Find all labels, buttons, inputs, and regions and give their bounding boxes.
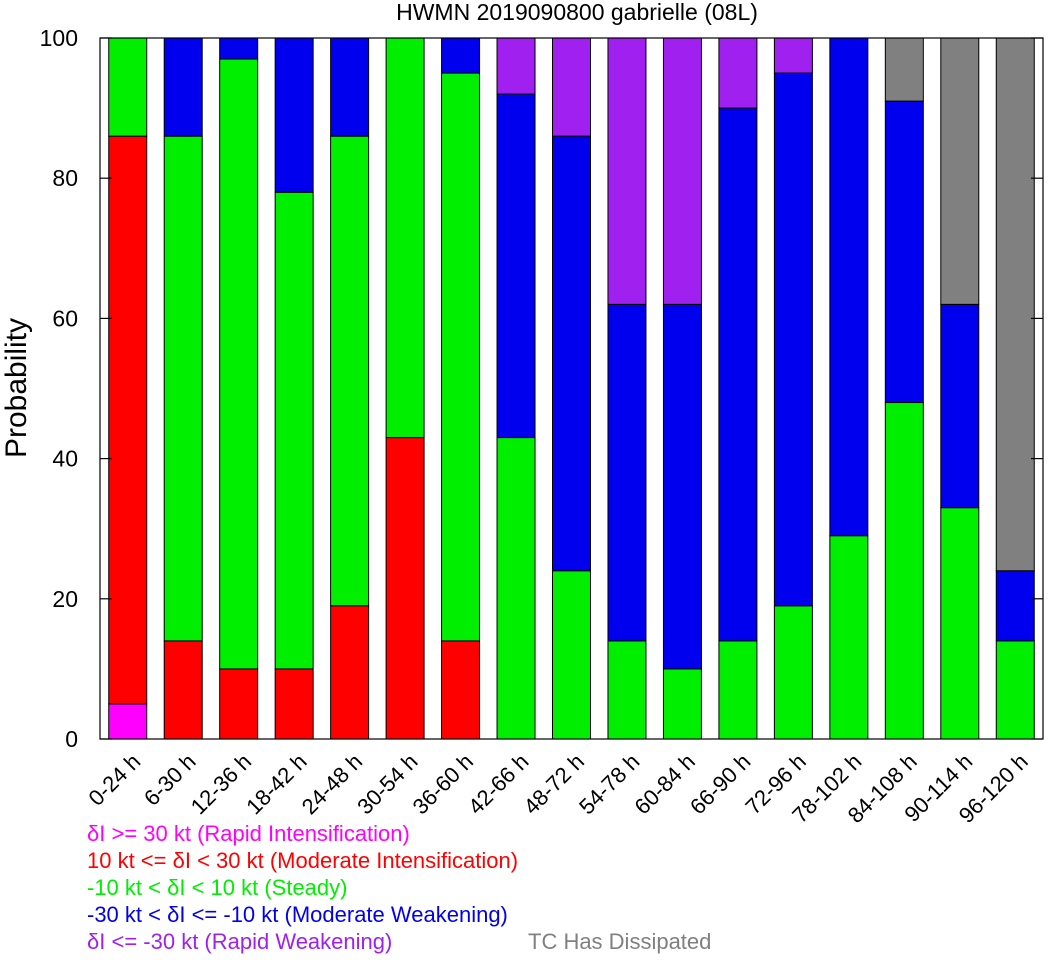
- bar-segment-steady-9: [607, 640, 647, 740]
- bar-segment-steady-0: [108, 37, 148, 137]
- bar-segment-steady-5: [385, 37, 425, 439]
- bar-segment-rapid-weakening-10: [662, 37, 702, 305]
- bar-segment-rapid-weakening-9: [607, 37, 647, 305]
- bar-segment-moderate-weakening-6: [441, 37, 481, 74]
- bar-segment-moderate-weakening-7: [496, 93, 536, 439]
- x-tick-label-6: 36-60 h: [408, 749, 478, 819]
- bar-segment-steady-14: [884, 402, 924, 740]
- bar-segment-dissipated-15: [940, 37, 980, 305]
- bar-segment-rapid-weakening-8: [552, 37, 591, 137]
- bar-segment-steady-12: [773, 605, 813, 740]
- y-tick-label-40: 40: [52, 446, 78, 472]
- bar-segment-moderate-weakening-15: [940, 303, 980, 509]
- y-axis-label: Probability: [0, 318, 33, 458]
- plot-frame: [99, 37, 1044, 740]
- x-tick-labels: 0-24 h6-30 h12-36 h18-42 h24-48 h30-54 h…: [83, 749, 1032, 828]
- bar-segment-moderate-weakening-10: [662, 303, 702, 670]
- bar-segment-moderate-intensification-5: [385, 437, 425, 740]
- axes-layer: 0 20 40 60 80 100: [40, 25, 1044, 752]
- legend-item-steady: -10 kt < δI < 10 kt (Steady): [87, 875, 348, 900]
- bar-segment-steady-1: [163, 135, 203, 642]
- x-tick-label-8: 48-72 h: [519, 749, 589, 819]
- bar-segment-steady-15: [940, 507, 980, 740]
- y-tick-label-20: 20: [52, 586, 78, 612]
- bar-segment-moderate-weakening-12: [773, 72, 813, 607]
- x-tick-label-2: 12-36 h: [186, 749, 256, 819]
- bar-segment-moderate-weakening-11: [718, 107, 758, 642]
- bar-segment-moderate-weakening-2: [219, 37, 259, 60]
- bar-segment-moderate-intensification-3: [274, 668, 314, 740]
- x-tick-label-9: 54-78 h: [574, 749, 644, 819]
- bars-layer: [108, 37, 1035, 740]
- bar-segment-moderate-weakening-16: [995, 570, 1035, 642]
- bar-segment-moderate-weakening-14: [884, 100, 924, 404]
- chart-title: HWMN 2019090800 gabrielle (08L): [396, 0, 758, 25]
- legend-item-rapid-weakening: δI <= -30 kt (Rapid Weakening): [87, 929, 393, 954]
- bar-segment-steady-2: [219, 58, 259, 670]
- y-tick-label-60: 60: [52, 305, 78, 331]
- bar-segment-rapid-weakening-11: [718, 37, 758, 109]
- bar-segment-moderate-weakening-4: [330, 37, 370, 137]
- bar-segment-steady-6: [441, 72, 481, 642]
- bar-segment-dissipated-16: [995, 37, 1035, 572]
- bar-segment-dissipated-14: [884, 37, 924, 102]
- bar-segment-steady-10: [662, 668, 702, 740]
- y-tick-label-0: 0: [65, 726, 78, 752]
- x-tick-label-0: 0-24 h: [83, 749, 145, 811]
- bar-segment-steady-16: [995, 640, 1035, 740]
- legend-item-rapid-intensification: δI >= 30 kt (Rapid Intensification): [87, 821, 410, 846]
- bar-segment-moderate-intensification-1: [163, 640, 203, 740]
- legend-item-moderate-intensification: 10 kt <= δI < 30 kt (Moderate Intensific…: [87, 848, 519, 873]
- bar-segment-rapid-intensification-0: [108, 703, 148, 740]
- bar-segment-moderate-intensification-2: [219, 668, 259, 740]
- bar-segment-moderate-intensification-0: [108, 135, 148, 705]
- bar-segment-steady-7: [496, 437, 536, 740]
- x-tick-label-5: 30-54 h: [352, 749, 422, 819]
- legend-item-moderate-weakening: -30 kt < δI <= -10 kt (Moderate Weakenin…: [87, 902, 508, 927]
- bar-segment-steady-11: [718, 640, 758, 740]
- legend-item-dissipated: TC Has Dissipated: [528, 929, 712, 954]
- bar-segment-rapid-weakening-7: [496, 37, 536, 95]
- bar-segment-rapid-weakening-12: [773, 37, 813, 74]
- bar-segment-moderate-weakening-9: [607, 303, 647, 642]
- x-tick-label-7: 42-66 h: [463, 749, 533, 819]
- x-tick-label-3: 18-42 h: [241, 749, 311, 819]
- bar-segment-moderate-weakening-8: [552, 135, 591, 572]
- bar-segment-steady-4: [330, 135, 370, 607]
- bar-segment-moderate-intensification-6: [441, 640, 481, 740]
- bar-segment-moderate-weakening-1: [163, 37, 203, 137]
- bar-segment-steady-13: [829, 535, 869, 740]
- bar-segment-steady-3: [274, 191, 314, 670]
- y-tick-label-100: 100: [40, 25, 78, 51]
- bar-segment-moderate-weakening-3: [274, 37, 314, 193]
- y-tick-label-80: 80: [52, 165, 78, 191]
- legend: δI >= 30 kt (Rapid Intensification) 10 k…: [87, 820, 518, 955]
- x-tick-label-10: 60-84 h: [630, 749, 700, 819]
- bar-segment-steady-8: [552, 570, 591, 740]
- x-tick-label-4: 24-48 h: [297, 749, 367, 819]
- bar-segment-moderate-intensification-4: [330, 605, 370, 740]
- bar-segment-moderate-weakening-13: [829, 37, 869, 537]
- x-tick-label-11: 66-90 h: [685, 749, 755, 819]
